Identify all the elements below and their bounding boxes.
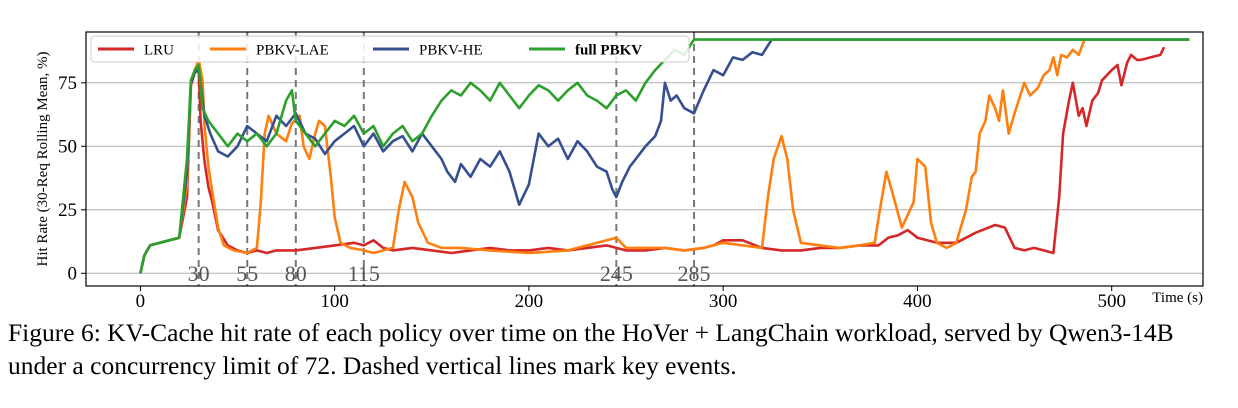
legend-label-2: PBKV-HE <box>419 43 483 59</box>
y-tick-label: 0 <box>68 263 78 284</box>
series-line-2 <box>139 38 1190 274</box>
series-line-0 <box>139 46 1166 274</box>
event-label: 55 <box>236 261 258 286</box>
y-tick-label: 50 <box>58 136 77 157</box>
x-tick-label: 0 <box>136 291 146 312</box>
x-tick-label: 100 <box>320 291 349 312</box>
series-lines <box>139 38 1190 274</box>
event-label: 80 <box>285 261 307 286</box>
plot-frame <box>85 31 1204 287</box>
event-label: 285 <box>678 261 711 286</box>
chart: 30 55 80 115 245 285 0 100 200 300 400 500 0 25 50 75… <box>35 31 1204 312</box>
grid-lines <box>86 82 1203 274</box>
x-tick-label: 500 <box>1097 291 1126 312</box>
legend-label-0: LRU <box>144 43 174 59</box>
legend-label-1: PBKV-LAE <box>256 43 329 59</box>
x-axis-ticks: 0 100 200 300 400 500 <box>136 286 1126 312</box>
event-label: 30 <box>188 261 210 286</box>
x-axis-label: Time (s) <box>1152 290 1203 306</box>
y-axis-label: Hit Rate (30-Req Rolling Mean, %) <box>35 52 51 267</box>
legend-label-3: full PBKV <box>575 43 642 59</box>
x-tick-label: 200 <box>515 291 544 312</box>
figure-caption: Figure 6: KV-Cache hit rate of each poli… <box>8 318 1174 380</box>
y-tick-label: 75 <box>58 73 77 94</box>
event-lines: 30 55 80 115 245 285 <box>188 32 711 286</box>
series-line-3 <box>139 38 1190 274</box>
x-tick-label: 400 <box>903 291 932 312</box>
series-line-1 <box>139 39 1086 274</box>
y-axis-ticks: 0 25 50 75 <box>58 73 86 284</box>
x-tick-label: 300 <box>709 291 738 312</box>
legend: LRU PBKV-LAE PBKV-HE full PBKV <box>90 35 690 63</box>
y-tick-label: 25 <box>58 200 77 221</box>
event-label: 115 <box>348 261 380 286</box>
event-label: 245 <box>600 261 633 286</box>
